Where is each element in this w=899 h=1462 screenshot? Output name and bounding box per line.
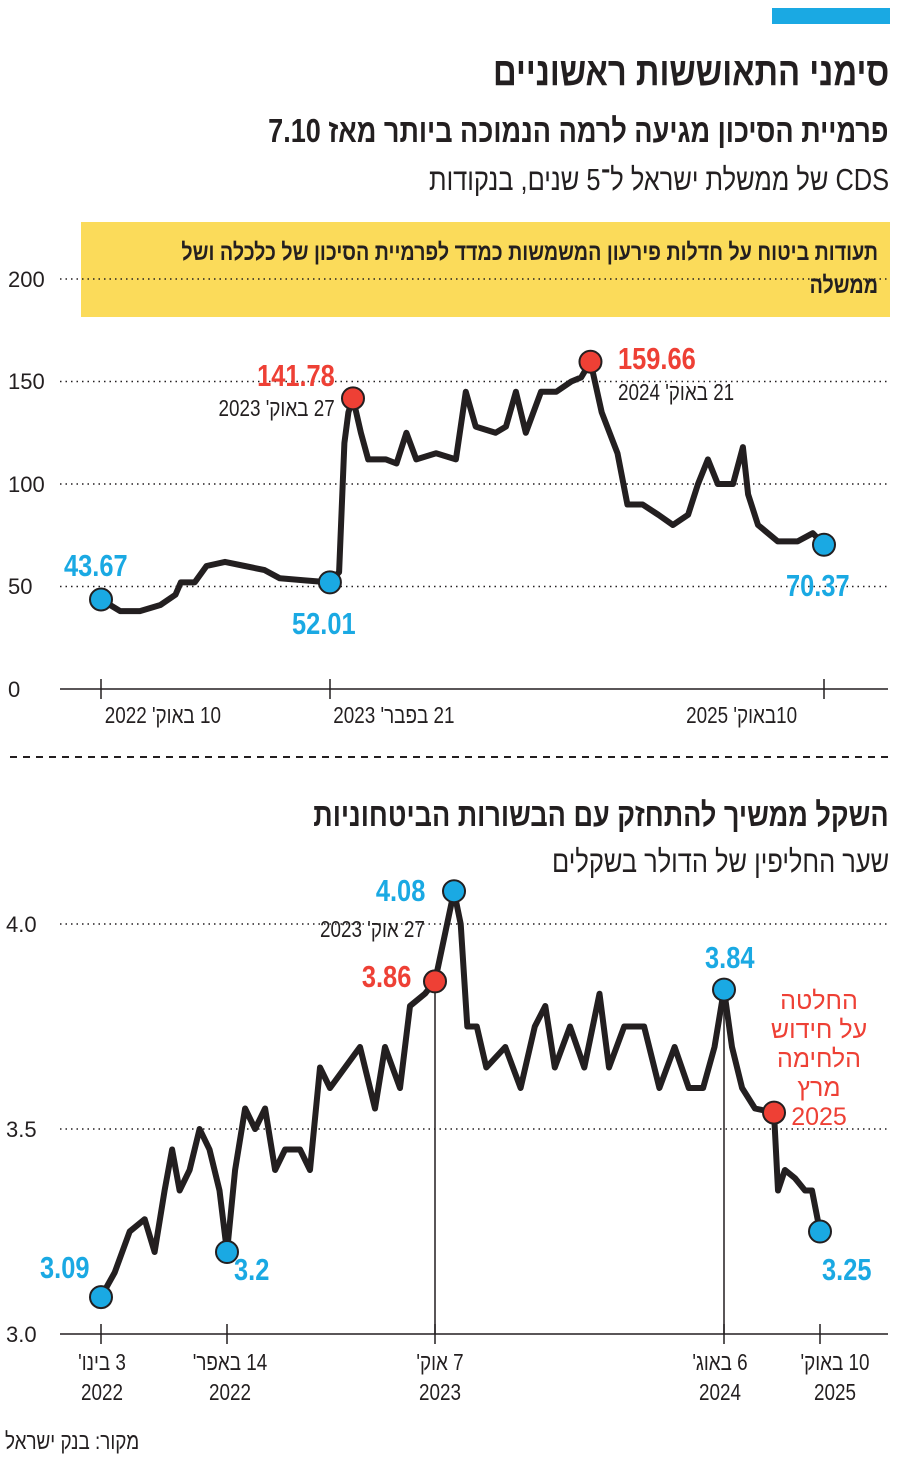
chart1-note-box: תעודות ביטוח על חדלות פירעון המשמשות כמד…: [81, 222, 890, 317]
data-marker-2025-10-10: [812, 532, 836, 557]
chart2-x-tick: 10 באוק' 2025: [800, 1349, 870, 1405]
chart1-y-tick: 200: [8, 267, 45, 292]
chart2-label-4.08: 4.08: [375, 873, 425, 908]
chart1-label-141.78: 141.78: [257, 358, 335, 393]
chart2-x-tick: 3 בינו' 2022: [78, 1349, 126, 1405]
brand-accent-bar: [772, 8, 890, 24]
chart2-label-3.84: 3.84: [705, 940, 755, 975]
series-line: [98, 358, 827, 615]
annotation-line: הלחימה: [776, 1045, 862, 1073]
chart2-x-tick: 6 באוג' 2024: [692, 1349, 748, 1405]
data-marker-2023-10-27: [340, 386, 365, 411]
chart1-x-tick: 10 באוק' 2022: [104, 702, 221, 728]
chart1-x-tick: 21 בפבר' 2023: [333, 702, 455, 728]
data-marker-2023-09-22: [317, 570, 342, 595]
chart2-x-tick: 7 אוק' 2023: [416, 1349, 464, 1405]
data-marker-2024-10-21: [578, 349, 603, 374]
chart2-y-tick: 3.5: [6, 1117, 37, 1142]
data-marker-2022-01-03: [89, 1285, 113, 1310]
chart2-label-3.25: 3.25: [822, 1252, 872, 1287]
chart2-y-tick: 3.0: [6, 1322, 37, 1347]
annotation-line: 2025: [791, 1103, 847, 1131]
chart1-y-tick: 0: [8, 677, 21, 702]
chart1-label-43.67: 43.67: [64, 548, 128, 583]
chart2-date-4.08: 27 אוק' 2023: [320, 916, 425, 942]
chart2-x-tick: 14 באפר' 2022: [192, 1349, 268, 1405]
chart1-label-70.37: 70.37: [786, 568, 850, 603]
data-marker-2022-10-10: [89, 587, 113, 612]
data-marker-2024-08-06: [712, 977, 736, 1002]
chart1-date-159.66: 21 באוק' 2024: [618, 379, 735, 405]
chart1-x-tick: 10באוק' 2025: [686, 702, 798, 728]
chart2-y-tick: 4.0: [6, 912, 37, 937]
annotation-line: החלטה: [780, 987, 858, 1015]
chart2-subtitle: שער החליפין של הדולר בשקלים: [551, 844, 889, 879]
chart2-label-3.09: 3.09: [40, 1250, 90, 1285]
data-marker-2025-03-18: [762, 1100, 787, 1125]
page-title: סימני התאוששות ראשוניים: [492, 50, 889, 94]
annotation-line: על חידוש: [770, 1016, 868, 1044]
chart2-title: השקל ממשיך להתחזק עם הבשורות הביטחוניות: [313, 796, 889, 833]
chart1-y-tick: 150: [8, 369, 45, 394]
chart1-y-tick: 100: [8, 472, 45, 497]
chart1-y-tick: 50: [8, 574, 33, 599]
data-marker-2025-10-10: [808, 1219, 832, 1244]
chart1-title: פרמיית הסיכון מגיעה לרמה הנמוכה ביותר מא…: [268, 112, 889, 149]
chart1-date-141.78: 27 באוק' 2023: [218, 395, 335, 421]
chart1-label-52.01: 52.01: [292, 606, 356, 641]
chart2-war-annotation: החלטה על חידוש הלחימה מרץ 2025: [760, 987, 878, 1132]
data-marker-2023-10-27: [442, 879, 467, 904]
chart1-label-159.66: 159.66: [618, 341, 696, 376]
source-note: מקור: בנק ישראל: [5, 1428, 140, 1454]
annotation-line: מרץ: [797, 1074, 841, 1102]
chart1-subtitle: CDS של ממשלת ישראל ל־5 שנים, בנקודות: [428, 162, 889, 197]
chart1-note: תעודות ביטוח על חדלות פירעון המשמשות כמד…: [181, 239, 878, 299]
chart2-label-3.86: 3.86: [361, 959, 411, 994]
data-marker-2022-04-14: [215, 1240, 239, 1264]
chart2-label-3.2: 3.2: [234, 1252, 270, 1287]
data-marker-2023-10-07: [423, 969, 447, 994]
